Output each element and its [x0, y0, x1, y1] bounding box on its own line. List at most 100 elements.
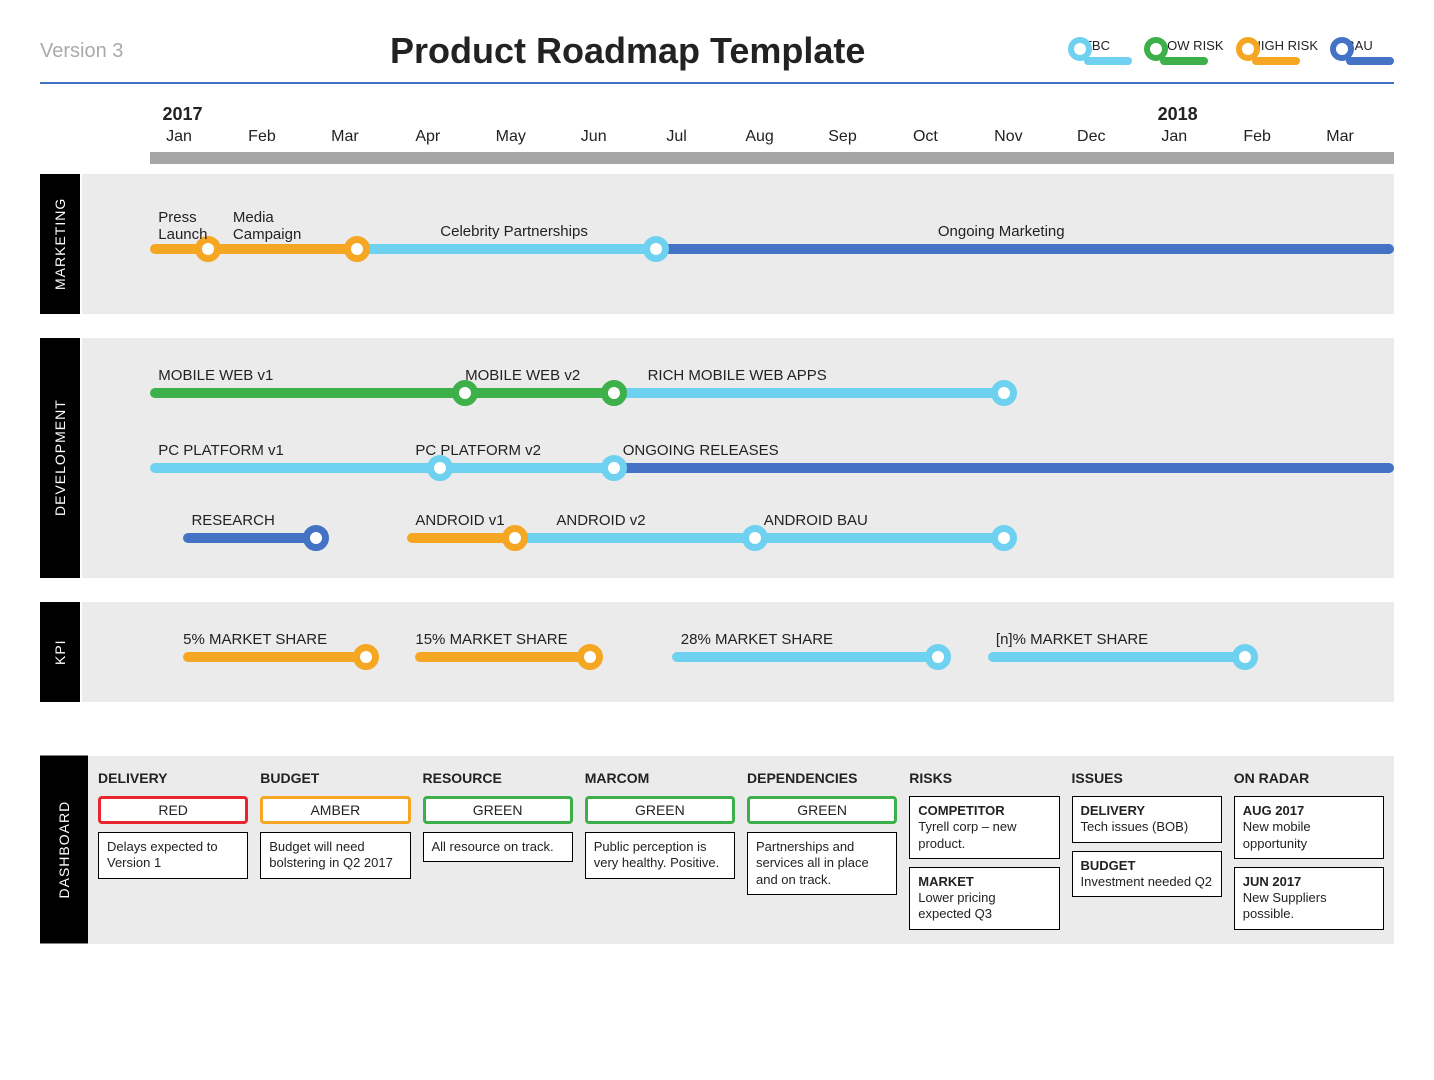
segment-label: MOBILE WEB v1 — [158, 367, 273, 384]
dashboard-box: All resource on track. — [423, 832, 573, 862]
segment-label: Ongoing Marketing — [938, 223, 1065, 240]
milestone-dot — [991, 380, 1017, 406]
month-label: Feb — [1243, 128, 1271, 146]
dashboard-column: RISKSCOMPETITORTyrell corp – new product… — [909, 770, 1059, 930]
dashboard-box: DELIVERYTech issues (BOB) — [1072, 796, 1222, 843]
legend: TBC LOW RISK HIGH RISK BAU — [1084, 38, 1394, 65]
legend-label: HIGH RISK — [1252, 38, 1318, 53]
dashboard-column: ISSUESDELIVERYTech issues (BOB)BUDGETInv… — [1072, 770, 1222, 930]
segment-label: MediaCampaign — [233, 209, 301, 243]
dashboard-box: COMPETITORTyrell corp – new product. — [909, 796, 1059, 859]
dashboard-box-body: Delays expected to Version 1 — [107, 839, 218, 870]
milestone-dot — [353, 644, 379, 670]
timeline-segment — [208, 244, 357, 254]
dashboard-column-title: DEPENDENCIES — [747, 770, 897, 786]
dashboard-box: Partnerships and services all in place a… — [747, 832, 897, 895]
roadmap-chart: 20172018JanFebMarAprMayJunJulAugSepOctNo… — [40, 104, 1394, 726]
status-chip: AMBER — [260, 796, 410, 824]
dashboard-box-title: JUN 2017 — [1243, 874, 1375, 890]
timeline-segment — [672, 652, 937, 662]
milestone-dot — [601, 380, 627, 406]
timeline-segment — [150, 388, 465, 398]
swimlane: 5% MARKET SHARE15% MARKET SHARE28% MARKE… — [82, 602, 1394, 702]
dashboard-box: BUDGETInvestment needed Q2 — [1072, 851, 1222, 898]
milestone-dot — [643, 236, 669, 262]
dashboard-box: AUG 2017New mobile opportunity — [1234, 796, 1384, 859]
status-chip: GREEN — [585, 796, 735, 824]
dashboard-box-title: MARKET — [918, 874, 1050, 890]
timeline-segment — [183, 533, 316, 543]
dashboard-column: ON RADAR AUG 2017New mobile opportunity JU… — [1234, 770, 1384, 930]
month-label: Aug — [745, 128, 773, 146]
dashboard-box-body: Investment needed Q2 — [1081, 874, 1213, 889]
status-chip: RED — [98, 796, 248, 824]
milestone-dot — [1232, 644, 1258, 670]
year-label: 2017 — [162, 104, 202, 125]
month-label: Jan — [1161, 128, 1187, 146]
segment-label: ANDROID BAU — [764, 512, 868, 529]
timeline-segment — [656, 244, 1394, 254]
timeline-segment — [415, 652, 589, 662]
dashboard-box: MARKETLower pricing expected Q3 — [909, 867, 1059, 930]
timeline-segment — [515, 533, 756, 543]
dashboard-body: DELIVERY RED Delays expected to Version 1 B… — [88, 756, 1394, 944]
segment-label: ANDROID v1 — [415, 512, 504, 529]
dashboard-box-body: Budget will need bolstering in Q2 2017 — [269, 839, 393, 870]
dashboard-box: Public perception is very healthy. Posit… — [585, 832, 735, 879]
dashboard-box-title: BUDGET — [1081, 858, 1213, 874]
dashboard: DASHBOARD DELIVERYREDDelays expected to … — [40, 756, 1394, 944]
milestone-dot — [577, 644, 603, 670]
segment-label: MOBILE WEB v2 — [465, 367, 580, 384]
header: Version 3 Product Roadmap Template TBC L… — [40, 30, 1394, 84]
segment-label: RESEARCH — [191, 512, 274, 529]
timeline-segment — [183, 652, 365, 662]
dashboard-box: Budget will need bolstering in Q2 2017 — [260, 832, 410, 879]
dashboard-column: MARCOM GREEN Public perception is very hea… — [585, 770, 735, 930]
timeline-segment — [407, 533, 515, 543]
timeline-header: 20172018JanFebMarAprMayJunJulAugSepOctNo… — [150, 104, 1394, 174]
dashboard-box: JUN 2017New Suppliers possible. — [1234, 867, 1384, 930]
month-label: Apr — [415, 128, 440, 146]
dashboard-box-body: All resource on track. — [432, 839, 554, 854]
dashboard-column-title: DELIVERY — [98, 770, 248, 786]
legend-bar — [1084, 57, 1132, 65]
segment-label: RICH MOBILE WEB APPS — [648, 367, 827, 384]
year-label: 2018 — [1158, 104, 1198, 125]
segment-label: 28% MARKET SHARE — [681, 631, 833, 648]
dashboard-box-title: COMPETITOR — [918, 803, 1050, 819]
legend-item: HIGH RISK — [1252, 38, 1318, 65]
month-label: Jun — [581, 128, 607, 146]
timeline-segment — [150, 463, 440, 473]
dashboard-column-title: RESOURCE — [423, 770, 573, 786]
month-label: Nov — [994, 128, 1022, 146]
segment-label: PC PLATFORM v1 — [158, 442, 284, 459]
legend-item: LOW RISK — [1160, 38, 1224, 65]
dashboard-column: DEPENDENCIES GREEN Partnerships and servic… — [747, 770, 897, 930]
milestone-dot — [303, 525, 329, 551]
segment-label: PressLaunch — [158, 209, 207, 243]
dashboard-column-title: MARCOM — [585, 770, 735, 786]
month-label: Dec — [1077, 128, 1105, 146]
legend-bar — [1346, 57, 1394, 65]
dashboard-box-body: Tech issues (BOB) — [1081, 819, 1189, 834]
milestone-dot — [344, 236, 370, 262]
dashboard-column-title: ON RADAR — [1234, 770, 1384, 786]
month-label: Mar — [331, 128, 359, 146]
dashboard-column: BUDGETAMBERBudget will need bolstering i… — [260, 770, 410, 930]
month-label: Jul — [666, 128, 686, 146]
status-chip: GREEN — [747, 796, 897, 824]
timeline-bar — [150, 152, 1394, 164]
month-label: Feb — [248, 128, 276, 146]
legend-item: TBC — [1084, 38, 1132, 65]
legend-bar — [1160, 57, 1208, 65]
segment-label: 15% MARKET SHARE — [415, 631, 567, 648]
month-label: Jan — [166, 128, 192, 146]
month-label: Oct — [913, 128, 938, 146]
swimlane: PressLaunch MediaCampaign Celebrity Partne… — [82, 174, 1394, 314]
timeline-segment — [755, 533, 1004, 543]
swimlane-label: MARKETING — [40, 174, 80, 314]
segment-label: Celebrity Partnerships — [440, 223, 588, 240]
legend-item: BAU — [1346, 38, 1394, 65]
dashboard-box-body: Tyrell corp – new product. — [918, 819, 1016, 850]
status-chip: GREEN — [423, 796, 573, 824]
